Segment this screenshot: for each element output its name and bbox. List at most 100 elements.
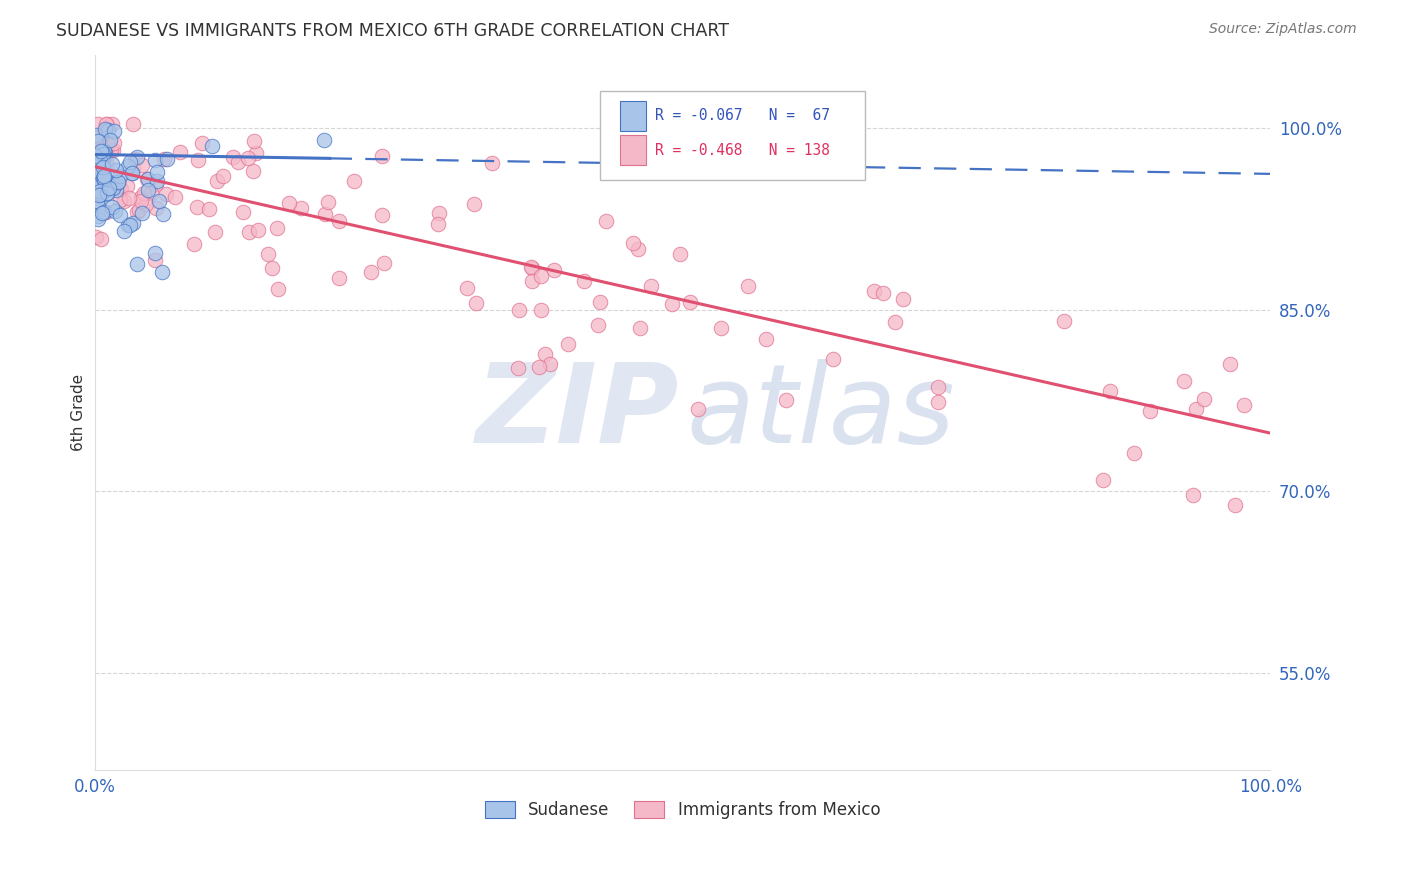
Point [266,221,288,235]
Point [131,158,153,172]
Point [89,188,111,202]
Point [131,194,153,208]
Point [90,205,112,219]
Point [103,178,125,192]
Text: R = -0.067   N =  67: R = -0.067 N = 67 [655,109,831,123]
Point [328,214,350,228]
Point [100,176,122,190]
Point [101,200,124,214]
Point [373,256,395,270]
Point [108,194,131,208]
Point [84,166,107,180]
Y-axis label: 6th Grade: 6th Grade [72,374,86,451]
Point [927,380,949,394]
Point [112,224,135,238]
Point [148,194,170,208]
Point [222,150,245,164]
Point [1052,314,1074,328]
Point [371,149,394,163]
Point [125,150,148,164]
FancyBboxPatch shape [600,91,865,180]
Point [101,143,124,157]
Point [543,263,565,277]
Point [131,205,153,219]
Point [1092,473,1115,487]
Point [117,179,139,194]
Point [86,187,108,202]
Point [90,187,112,202]
Point [94,146,117,161]
Point [481,155,503,169]
Point [136,183,159,197]
Bar [620,101,647,131]
Point [187,153,209,168]
Point [94,205,117,219]
Point [243,134,266,148]
Point [245,146,267,161]
Point [96,145,118,160]
Point [121,161,143,175]
Point [145,177,167,191]
Point [100,143,122,157]
Point [891,292,914,306]
Point [127,256,149,270]
Point [226,154,249,169]
Point [247,223,270,237]
Point [93,169,115,184]
Point [101,157,124,171]
Point [533,347,555,361]
Point [152,207,174,221]
Point [190,136,212,150]
Text: atlas: atlas [686,359,955,466]
Bar [620,136,647,165]
Point [266,282,288,296]
Point [1223,498,1246,512]
Point [139,186,162,200]
Point [155,187,177,202]
Point [87,117,110,131]
Point [122,117,145,131]
Point [628,320,651,334]
Point [135,197,157,211]
Point [93,170,115,185]
Point [98,133,121,147]
Point [86,144,108,158]
Point [201,139,224,153]
Point [862,284,884,298]
Point [314,207,336,221]
Point [145,252,167,267]
Point [588,318,610,333]
Point [1219,357,1241,371]
Point [108,178,131,193]
Point [84,230,107,244]
Point [87,212,110,227]
Point [312,133,335,147]
Point [530,269,553,284]
Point [87,209,110,223]
Point [107,175,129,189]
Point [238,225,260,239]
Point [277,196,299,211]
Point [121,166,143,180]
Point [183,236,205,251]
Point [131,189,153,203]
Point [118,155,141,169]
Point [103,124,125,138]
Point [91,153,114,167]
Point [755,332,778,346]
Point [94,158,117,172]
Point [108,208,131,222]
Point [589,295,612,310]
Point [737,279,759,293]
Point [96,123,118,137]
Point [710,321,733,335]
Point [328,271,350,285]
Point [343,174,366,188]
Point [145,174,167,188]
Point [520,275,543,289]
Point [257,247,280,261]
Point [661,297,683,311]
Point [621,236,644,251]
Point [90,144,112,158]
Point [668,247,690,261]
